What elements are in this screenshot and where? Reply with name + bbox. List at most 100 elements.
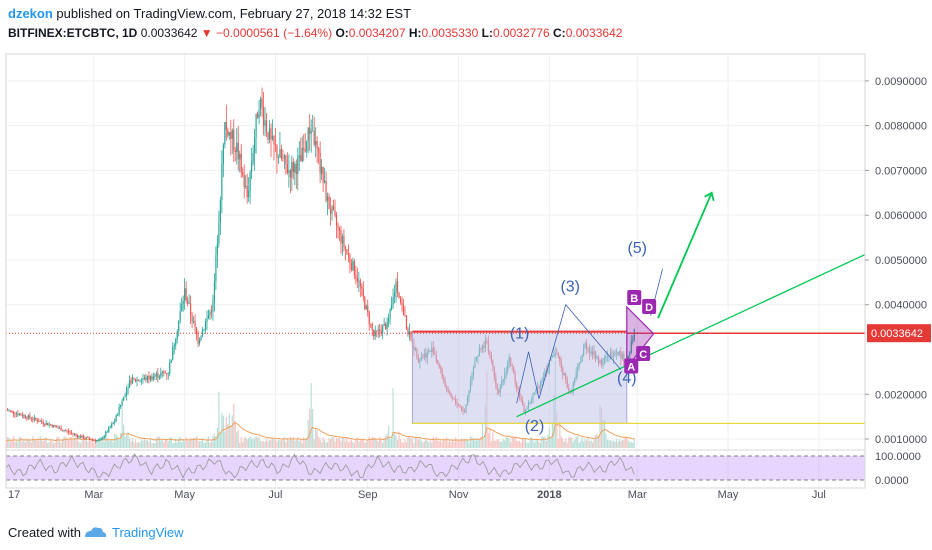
candle-body (344, 247, 347, 250)
candle-body (185, 288, 187, 301)
author-link[interactable]: dzekon (8, 6, 53, 21)
volume-bar (134, 439, 137, 448)
high-label: H: (408, 26, 422, 40)
volume-bar (240, 436, 242, 448)
candle-body (297, 157, 299, 175)
volume-bar (207, 436, 210, 448)
volume-bar (377, 441, 379, 448)
volume-bar (376, 440, 378, 448)
candle-body (338, 227, 341, 231)
volume-bar (179, 436, 181, 448)
volume-bar (571, 437, 573, 448)
volume-bar (309, 408, 311, 448)
volume-bar (35, 440, 37, 448)
volume-bar (185, 437, 187, 448)
x-tick-label: May (718, 489, 739, 501)
candle-body (72, 433, 74, 435)
candle-body (29, 415, 31, 418)
volume-bar (617, 442, 619, 448)
volume-bar (123, 424, 125, 448)
candle-body (371, 323, 373, 331)
oscillator-line (5, 453, 635, 479)
candle-body (179, 311, 181, 321)
tradingview-brand[interactable]: TradingView (112, 525, 184, 540)
volume-bar (271, 438, 274, 448)
candle-body (298, 155, 300, 158)
candle-body (157, 373, 159, 378)
candle-body (47, 422, 49, 426)
volume-bar (624, 436, 626, 448)
candle-body (251, 162, 253, 172)
volume-bar (198, 441, 201, 448)
volume-bar (297, 437, 299, 448)
candle-body (224, 122, 226, 145)
volume-bar (172, 443, 174, 448)
volume-bar (526, 442, 528, 448)
volume-bar (182, 439, 184, 448)
candle-body (163, 371, 165, 373)
volume-bar (245, 437, 247, 448)
volume-bar (441, 442, 443, 448)
volume-bar (15, 441, 18, 448)
volume-bar (39, 436, 41, 448)
volume-bar (481, 423, 483, 448)
volume-bar (569, 436, 571, 448)
volume-bar (64, 436, 67, 448)
pattern-point-badge (627, 290, 642, 306)
volume-bar (416, 436, 418, 448)
candle-body (38, 421, 40, 423)
candle-body (90, 438, 92, 440)
volume-bar (32, 436, 34, 448)
candle-body (149, 375, 152, 380)
x-tick-label: 2018 (537, 489, 561, 501)
candle-body (301, 147, 303, 162)
candle-body (274, 144, 277, 146)
candle-body (85, 437, 87, 439)
candle-body (121, 400, 123, 406)
tradingview-logo-icon[interactable] (82, 523, 108, 543)
candle-body (139, 380, 141, 382)
volume-bar (608, 440, 610, 448)
candle-body (258, 109, 260, 119)
volume-bar (169, 437, 171, 448)
volume-bar (227, 424, 229, 448)
candle-body (261, 98, 263, 108)
volume-bar (340, 441, 342, 448)
chart-annotations[interactable]: (1) (2) (3) (4) (5) A B C D 0.0033642 (6, 191, 931, 435)
candle-body (398, 292, 400, 299)
volume-bar (164, 439, 166, 448)
volume-bar (237, 430, 239, 448)
volume-bar (225, 417, 227, 448)
volume-bar (20, 436, 22, 448)
candle-body (96, 440, 98, 442)
volume-bar (633, 438, 635, 448)
volume-bar (402, 442, 405, 448)
x-tick-label: Jul (268, 489, 282, 501)
volume-bar (435, 436, 437, 448)
candle-body (216, 243, 219, 255)
volume-bar (219, 432, 221, 448)
volume-bar (410, 437, 412, 448)
volume-bar (45, 437, 47, 448)
candle-body (303, 147, 305, 150)
volume-bar (200, 441, 202, 448)
volume-bar (139, 442, 141, 448)
volume-bar (474, 438, 476, 448)
volume-bar (408, 436, 411, 448)
high-value: 0.0035330 (421, 26, 479, 40)
candle-body (120, 405, 122, 407)
oscillator-tick-label: 0.0000 (875, 475, 909, 487)
volume-bar (294, 440, 296, 448)
volume-bar (484, 404, 486, 448)
volume-bar (255, 436, 257, 448)
x-tick-label: Nov (449, 489, 469, 501)
volume-bar (568, 437, 570, 448)
volume-bar (379, 436, 381, 448)
symbol-name[interactable]: BITFINEX:ETCBTC, 1D (8, 26, 138, 40)
volume-bar (76, 436, 79, 448)
volume-bar (81, 440, 83, 448)
candle-body (408, 331, 411, 335)
volume-bar (443, 438, 445, 448)
volume-bar (483, 438, 485, 448)
